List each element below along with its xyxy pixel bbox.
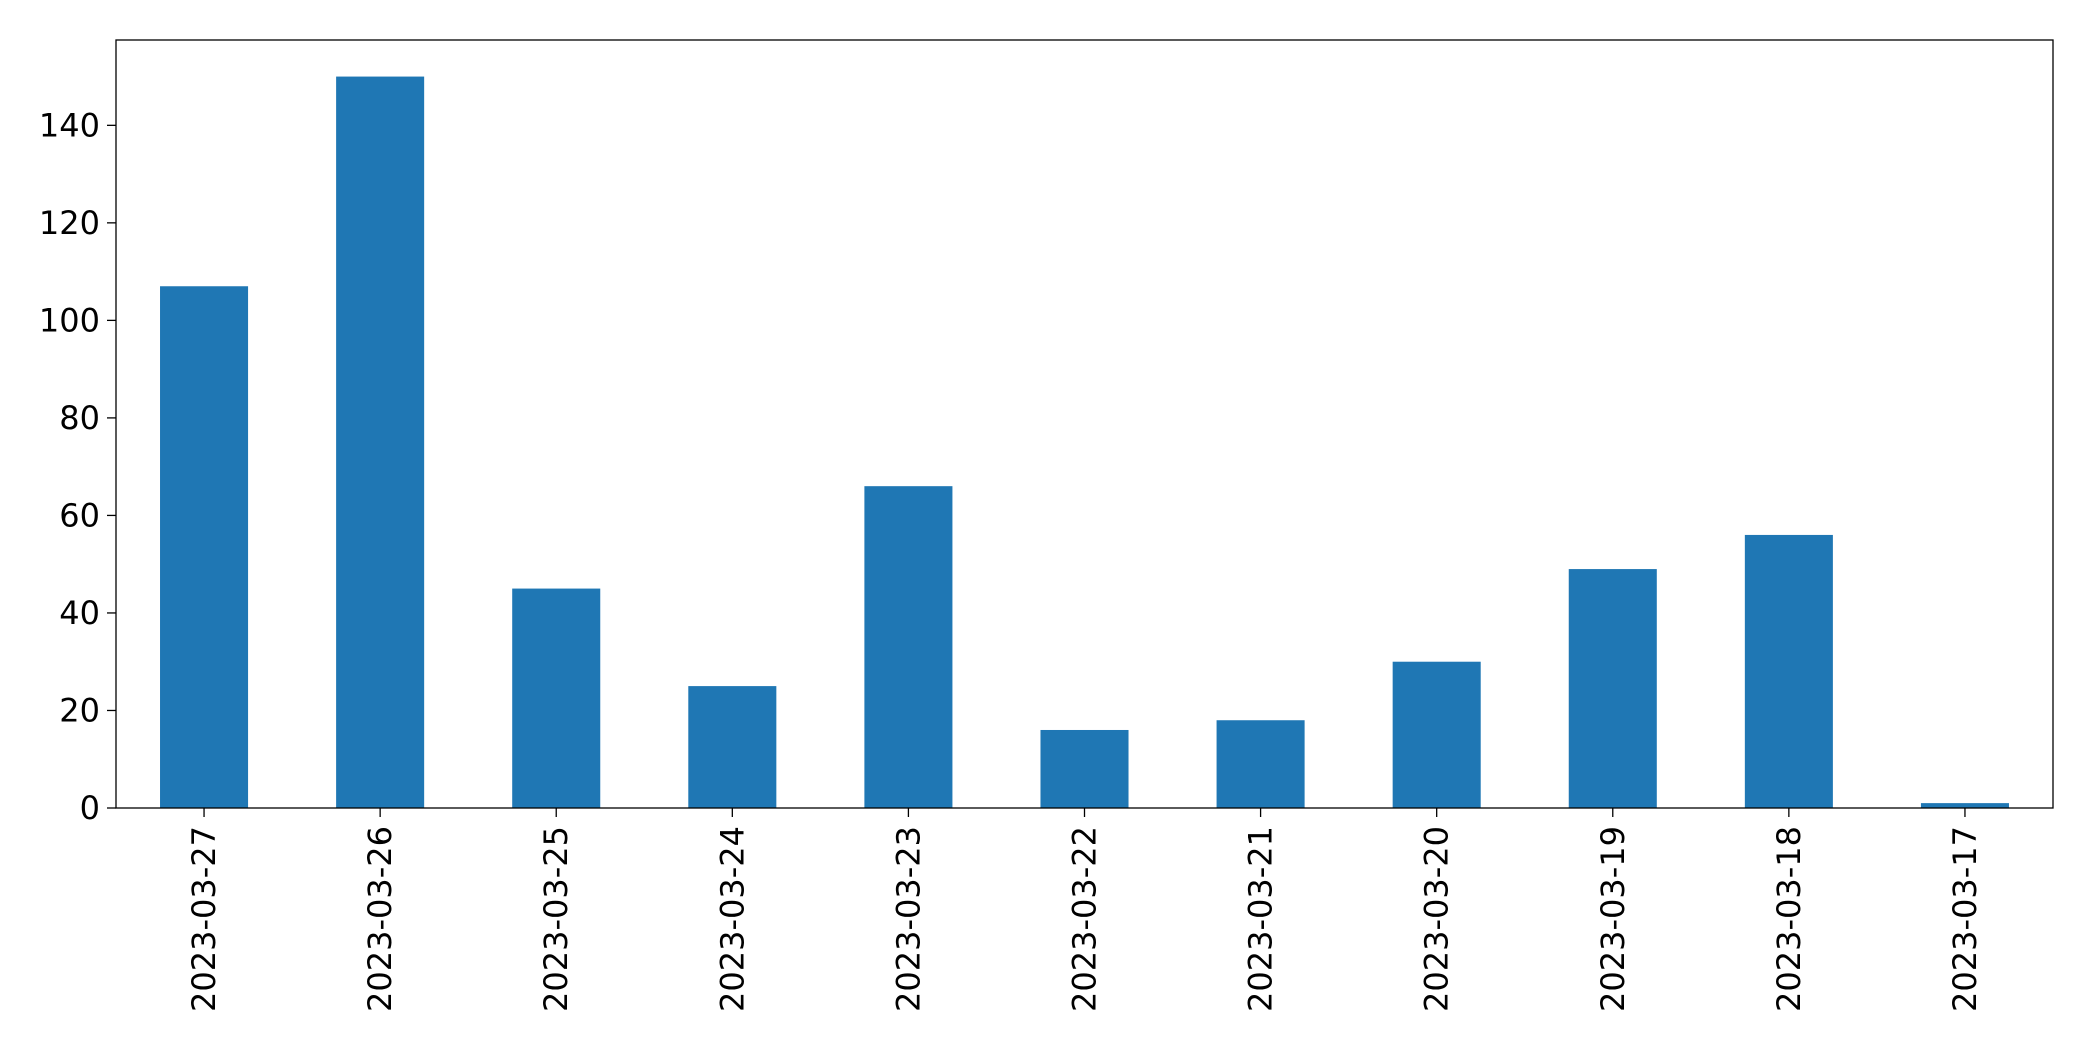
plot-frame — [115, 39, 2054, 809]
bar — [1392, 661, 1481, 808]
x-tick-label: 2023-03-26 — [361, 826, 399, 1012]
x-tick-label: 2023-03-23 — [889, 826, 927, 1012]
x-tick-label: 2023-03-17 — [1946, 826, 1984, 1012]
x-tick-label: 2023-03-25 — [537, 826, 575, 1012]
y-tick-label: 120 — [39, 204, 100, 242]
y-tick-label: 140 — [39, 106, 100, 144]
x-tick-label: 2023-03-24 — [713, 826, 751, 1012]
x-tick-label: 2023-03-27 — [185, 826, 223, 1012]
bar — [1568, 569, 1657, 808]
bar — [864, 486, 953, 808]
bar — [512, 588, 601, 808]
bar — [160, 286, 249, 808]
bar — [1216, 720, 1305, 808]
y-tick-label: 100 — [39, 301, 100, 339]
bar — [336, 76, 425, 809]
x-tick-label: 2023-03-19 — [1594, 826, 1632, 1012]
x-tick-label: 2023-03-21 — [1242, 826, 1280, 1012]
bar — [1040, 729, 1129, 808]
x-tick-label: 2023-03-18 — [1770, 826, 1808, 1012]
y-tick-label: 80 — [59, 399, 100, 437]
x-tick-label: 2023-03-20 — [1418, 826, 1456, 1012]
y-tick-label: 20 — [59, 691, 100, 729]
x-tick-label: 2023-03-22 — [1066, 826, 1104, 1012]
bar — [688, 686, 777, 808]
y-tick-label: 0 — [80, 789, 100, 827]
bar — [1744, 534, 1833, 808]
y-tick-label: 60 — [59, 496, 100, 534]
y-tick-label: 40 — [59, 594, 100, 632]
bar — [1920, 803, 2009, 808]
